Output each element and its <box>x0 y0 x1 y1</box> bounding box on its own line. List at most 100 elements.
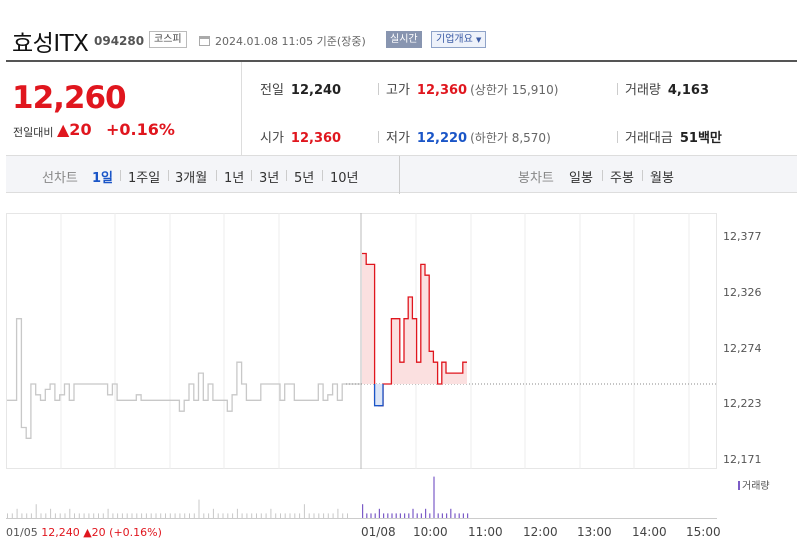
volume-bar <box>425 508 427 518</box>
volume-bar <box>83 513 85 518</box>
volume-bar <box>179 513 181 518</box>
intraday-price-chart[interactable] <box>6 213 717 469</box>
quote-datetime: 2024.01.08 11:05 기준(장중) <box>215 35 366 48</box>
volume-bar <box>323 513 325 518</box>
high-label: 고가 <box>386 83 410 98</box>
tab-5y[interactable]: 5년 <box>294 171 315 186</box>
volume-bar <box>404 513 406 518</box>
volume-bar <box>174 513 176 518</box>
volume-bar <box>198 499 200 518</box>
volume-bar <box>275 513 277 518</box>
divider <box>617 131 618 143</box>
volume-bar <box>222 513 224 518</box>
volume-bar <box>366 513 368 518</box>
market-badge: 코스피 <box>149 31 187 48</box>
line-chart-label: 선차트 <box>42 171 78 186</box>
tab-monthly[interactable]: 월봉 <box>650 171 674 186</box>
volume-bar <box>391 513 393 518</box>
y-tick-label: 12,377 <box>723 230 762 243</box>
stock-name: 효성ITX <box>12 31 89 57</box>
volume-bar <box>74 513 75 518</box>
tab-1d[interactable]: 1일 <box>92 171 114 186</box>
upper-limit: (상한가 15,910) <box>470 83 559 97</box>
volume-bar <box>165 513 166 518</box>
tab-daily[interactable]: 일봉 <box>569 171 593 186</box>
volume-bar <box>299 513 301 518</box>
volume-bar <box>332 513 334 518</box>
volume-bar <box>184 513 186 518</box>
stock-header: 효성ITX 094280 코스피 2024.01.08 11:05 기준(장중)… <box>0 0 797 60</box>
volume-bar <box>227 513 229 518</box>
volume-bar <box>416 513 418 518</box>
amount-cell: 거래대금 51백만 <box>625 127 722 146</box>
y-tick-label: 12,171 <box>723 453 762 466</box>
volume-cell: 거래량 4,163 <box>625 79 709 98</box>
y-tick-label: 12,326 <box>723 286 762 299</box>
volume-bar <box>30 513 32 518</box>
prev-day-change: ▲20 <box>83 526 106 539</box>
volume-bar <box>69 508 71 518</box>
volume-bar <box>342 513 344 518</box>
price-change-pct: +0.16% <box>106 120 175 139</box>
volume-bar <box>270 508 272 518</box>
volume-bar <box>78 513 80 518</box>
volume-bar <box>462 513 464 518</box>
low-value: 12,220 <box>416 131 468 146</box>
volume-bar <box>441 513 443 518</box>
open-cell: 시가 12,360 <box>260 127 341 146</box>
volume-bar <box>232 513 234 518</box>
volume-legend: 거래량 <box>738 477 770 492</box>
volume-bar <box>433 476 435 518</box>
volume-bar <box>50 508 52 518</box>
tab-3y[interactable]: 3년 <box>259 171 280 186</box>
volume-bar <box>102 513 104 518</box>
volume-bar <box>26 513 28 518</box>
volume-bar <box>337 508 339 518</box>
x-tick-label: 13:00 <box>577 525 612 539</box>
divider <box>602 170 603 181</box>
volume-bar <box>150 513 152 518</box>
x-tick-label: 10:00 <box>413 525 448 539</box>
volume-bar <box>395 513 397 518</box>
volume-bar <box>11 513 13 518</box>
tab-1y[interactable]: 1년 <box>224 171 245 186</box>
volume-bar <box>289 513 291 518</box>
volume-value: 4,163 <box>667 83 710 98</box>
volume-chart <box>6 476 717 519</box>
tab-weekly[interactable]: 주봉 <box>610 171 634 186</box>
volume-bar <box>98 513 99 518</box>
divider <box>251 170 252 181</box>
tab-3m[interactable]: 3개월 <box>175 171 208 186</box>
volume-bar <box>112 513 114 518</box>
volume-bar <box>408 513 410 518</box>
prev-day-summary: 01/05 12,240 ▲20 (+0.16%) <box>6 526 162 539</box>
volume-legend-label: 거래량 <box>742 481 770 492</box>
volume-legend-swatch <box>738 481 740 490</box>
change-label: 전일대비 <box>13 126 54 139</box>
volume-bar <box>327 513 329 518</box>
volume-bar <box>155 513 157 518</box>
y-tick-label: 12,223 <box>723 397 762 410</box>
volume-bar <box>117 513 119 518</box>
high-value: 12,360 <box>416 83 468 98</box>
divider <box>286 170 287 181</box>
volume-bar <box>7 513 8 518</box>
company-info-button[interactable]: 기업개요 ▼ <box>431 31 487 48</box>
volume-bar <box>318 513 320 518</box>
tab-1w[interactable]: 1주일 <box>128 171 161 186</box>
candle-chart-label: 봉차트 <box>518 171 554 186</box>
volume-bar <box>131 513 133 518</box>
volume-bar <box>399 513 401 518</box>
tab-10y[interactable]: 10년 <box>330 171 359 186</box>
today-area <box>362 253 467 406</box>
volume-bar <box>160 513 162 518</box>
divider <box>642 170 643 181</box>
x-tick-label: 15:00 <box>686 525 721 539</box>
high-cell: 고가 12,360 (상한가 15,910) <box>386 79 558 98</box>
volume-bar <box>420 513 422 518</box>
volume-bar <box>347 513 348 518</box>
volume-bar <box>374 513 376 518</box>
volume-bar <box>256 513 257 518</box>
volume-bar <box>236 508 238 518</box>
x-tick-label: 01/08 <box>361 525 396 539</box>
